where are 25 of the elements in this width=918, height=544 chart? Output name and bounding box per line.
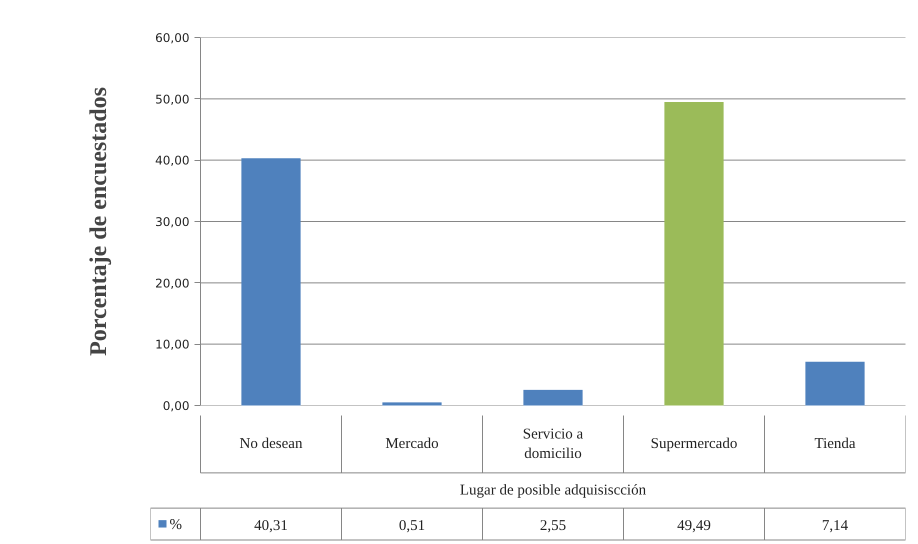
x-axis-title: Lugar de posible adquisiscción xyxy=(460,482,647,498)
data-label: 40,31 xyxy=(254,518,288,534)
x-tick-label: Supermercado xyxy=(650,436,738,452)
bar xyxy=(382,402,442,406)
y-tick-label: 50,00 xyxy=(155,92,190,106)
x-tick-label: No desean xyxy=(240,436,303,452)
data-label: 7,14 xyxy=(822,518,849,534)
y-tick-label: 0,00 xyxy=(162,399,190,413)
y-tick-label: 60,00 xyxy=(155,31,190,45)
x-tick-label: Servicio a domicilio xyxy=(522,426,584,462)
y-tick-label: 40,00 xyxy=(155,154,190,168)
x-tick-label: Mercado xyxy=(385,436,439,452)
y-tick-label: 20,00 xyxy=(155,276,190,290)
y-axis-title: Porcentaje de encuestados xyxy=(86,87,112,356)
bar xyxy=(241,158,301,406)
legend-label: % xyxy=(170,516,182,533)
x-tick-label: Tienda xyxy=(814,436,856,452)
bar xyxy=(523,390,583,406)
y-tick-label: 30,00 xyxy=(155,215,190,229)
data-label: 49,49 xyxy=(677,518,711,534)
data-label: 0,51 xyxy=(398,518,426,534)
data-label: 2,55 xyxy=(540,518,566,534)
y-tick-label: 10,00 xyxy=(155,338,190,352)
bar xyxy=(664,102,724,406)
bar xyxy=(805,362,865,406)
